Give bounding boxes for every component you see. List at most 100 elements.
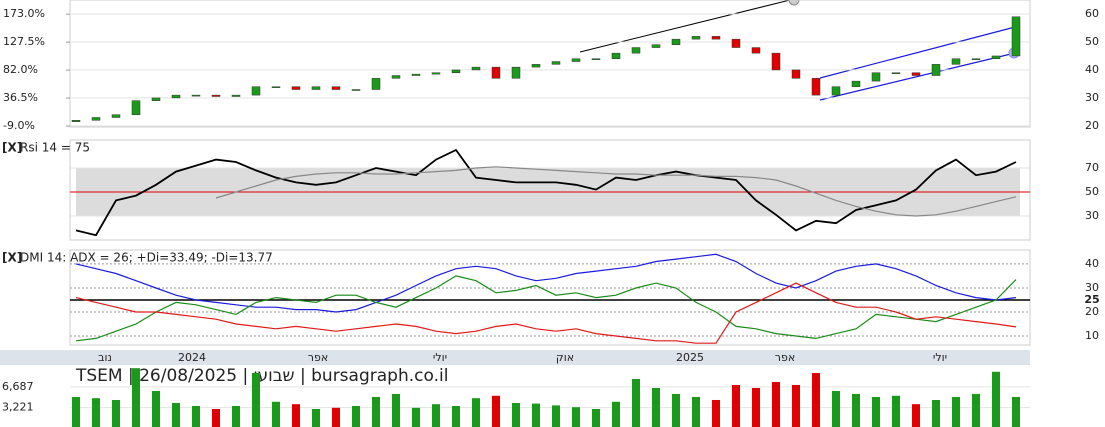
candle <box>911 72 921 76</box>
title-marker: [X] <box>2 251 22 265</box>
volume-bar <box>432 404 440 427</box>
volume-bar <box>252 372 260 427</box>
candle <box>291 86 301 90</box>
candle <box>271 86 281 88</box>
volume-bar <box>472 398 480 427</box>
volume-bar <box>272 401 280 427</box>
panel-frame <box>69 0 1031 128</box>
candle <box>611 52 621 59</box>
volume-bar <box>992 371 1000 427</box>
candle <box>851 80 861 87</box>
candle <box>151 97 161 101</box>
channel-lower <box>819 52 1016 101</box>
trend-handle <box>788 0 800 6</box>
candle <box>971 58 981 60</box>
candle <box>131 100 141 115</box>
y-tick-label: 30 <box>1085 91 1099 104</box>
panel-frame <box>69 249 1031 346</box>
x-tick-label: 2024 <box>178 351 206 364</box>
candle <box>391 75 401 79</box>
volume-bar <box>532 403 540 427</box>
y-tick-label: 50 <box>1085 185 1099 198</box>
candle <box>571 58 581 62</box>
x-tick-label: אפר <box>775 351 795 364</box>
volume-bar <box>912 404 920 427</box>
volume-bar <box>952 396 960 427</box>
candle <box>351 89 361 91</box>
volume-bar <box>352 405 360 427</box>
candle <box>831 86 841 96</box>
trend-line <box>579 0 791 53</box>
candle <box>331 86 341 90</box>
candle <box>991 55 1001 59</box>
volume-bar <box>872 396 880 427</box>
y-tick-label: 6,687 <box>2 380 34 393</box>
y-tick-label: 30 <box>1085 209 1099 222</box>
volume-bar <box>752 387 760 427</box>
x-tick-label: יולי <box>933 351 947 364</box>
volume-bar <box>932 399 940 427</box>
series-line <box>215 166 1017 217</box>
volume-bar <box>552 405 560 427</box>
y2-tick-label: 36.5% <box>3 91 38 104</box>
x-tick-label: 2025 <box>676 351 704 364</box>
y-tick-label: 40 <box>1085 257 1099 270</box>
volume-bar <box>72 396 80 427</box>
series-line <box>75 148 1017 237</box>
candle <box>531 64 541 68</box>
volume-bar <box>312 408 320 427</box>
y-tick-label: 40 <box>1085 63 1099 76</box>
volume-bar <box>452 405 460 427</box>
volume-bar <box>292 404 300 427</box>
volume-bar <box>592 408 600 427</box>
candle <box>491 66 501 79</box>
volume-bar <box>1012 396 1020 427</box>
candle <box>731 38 741 48</box>
candle <box>431 72 441 75</box>
volume-bar <box>832 390 840 427</box>
volume-bar <box>672 393 680 427</box>
volume-bar <box>852 393 860 427</box>
volume-bar <box>712 399 720 427</box>
candle <box>591 58 601 60</box>
panel-frame <box>69 139 1031 241</box>
volume-bar <box>152 390 160 427</box>
candle <box>771 52 781 71</box>
candle <box>511 66 521 79</box>
candle <box>191 94 201 97</box>
candle <box>551 61 561 65</box>
x-tick-label: אוק <box>556 351 574 364</box>
candle <box>751 47 761 54</box>
candle <box>171 94 181 99</box>
x-tick-label: אפר <box>308 351 328 364</box>
volume-bar <box>372 396 380 427</box>
candle <box>1011 16 1021 57</box>
series-line <box>75 253 1017 313</box>
series-line <box>75 282 1017 344</box>
volume-bar <box>172 402 180 427</box>
candle <box>811 78 821 96</box>
volume-bar <box>632 378 640 427</box>
y-tick-label: 3,221 <box>2 401 34 414</box>
date-strip <box>0 350 1030 365</box>
title-marker: [X] <box>2 141 22 155</box>
volume-bar <box>232 405 240 427</box>
volume-bar <box>92 398 100 427</box>
y-tick-label: 50 <box>1085 35 1099 48</box>
candle <box>931 64 941 76</box>
candle <box>451 69 461 73</box>
volume-bar <box>572 407 580 427</box>
candle <box>891 72 901 74</box>
y-tick-label: 20 <box>1085 119 1099 132</box>
y-tick-label: 10 <box>1085 329 1099 342</box>
volume-bar <box>792 384 800 427</box>
volume-bar <box>492 395 500 427</box>
candle <box>951 58 961 65</box>
candle <box>651 44 661 48</box>
y-tick-label: 70 <box>1085 161 1099 174</box>
y2-tick-label: -9.0% <box>3 119 35 132</box>
volume-bar <box>652 387 660 427</box>
candle <box>91 117 101 121</box>
candle <box>471 66 481 71</box>
